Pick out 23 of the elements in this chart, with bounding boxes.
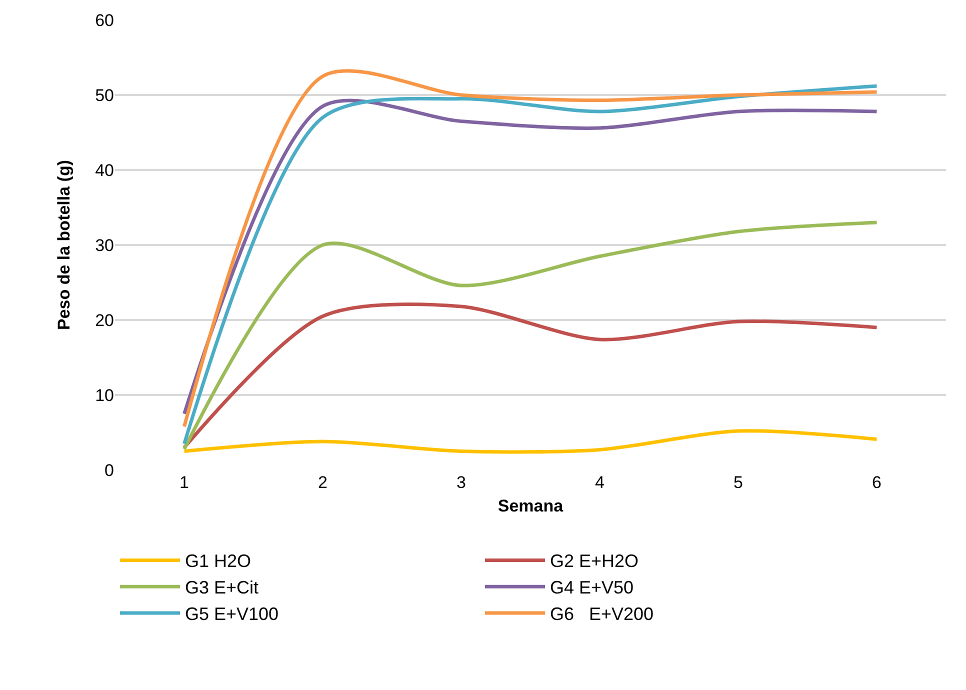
legend-label: G5 E+V100	[185, 604, 279, 624]
y-tick-label: 40	[95, 160, 114, 180]
legend-label: G2 E+H2O	[550, 551, 639, 572]
y-tick-label: 50	[95, 86, 114, 105]
legend-label: G4 E+V50	[550, 578, 634, 598]
legend-label: G1 H2O	[185, 551, 252, 572]
y-tick-label: 0	[104, 460, 114, 480]
legend-label: G3 E+Cit	[185, 578, 259, 598]
y-tick-label: 60	[95, 10, 114, 30]
x-tick-label: 2	[318, 473, 328, 492]
x-tick-label: 6	[872, 473, 882, 492]
x-tick-label: 5	[734, 473, 743, 492]
y-tick-label: 10	[95, 386, 114, 405]
y-axis-title: Peso de la botella (g)	[54, 160, 74, 330]
x-axis-title: Semana	[498, 496, 564, 516]
line-series	[182, 429, 878, 454]
x-tick-label: 1	[180, 473, 189, 492]
y-tick-label: 30	[95, 236, 114, 255]
line-series	[182, 220, 878, 451]
legend-label: G6 E+V200	[550, 604, 654, 624]
x-tick-label: 4	[595, 473, 604, 492]
y-tick-label: 20	[95, 310, 114, 330]
x-tick-label: 3	[456, 473, 466, 492]
